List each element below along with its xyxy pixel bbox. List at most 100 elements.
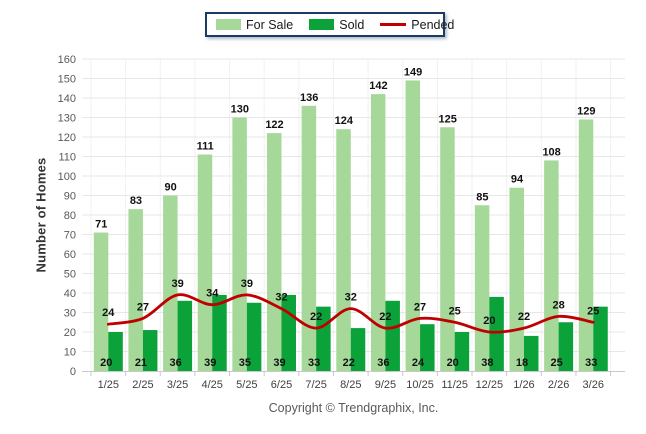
pended-line — [106, 293, 595, 334]
sold-bar — [489, 296, 504, 371]
for-sale-bar — [405, 80, 421, 371]
pended-value-label: 25 — [587, 305, 599, 317]
sold-value-label: 20 — [100, 357, 112, 369]
sold-value-label: 24 — [412, 357, 425, 369]
for-sale-bar — [128, 209, 143, 371]
x-tick-label: 3/25 — [167, 379, 188, 391]
sold-bar — [454, 332, 470, 371]
x-tick-label: 2/26 — [548, 379, 569, 391]
pended-value-label: 22 — [518, 311, 530, 323]
for-sale-value-label: 108 — [542, 146, 560, 158]
x-tick-label: 6/25 — [271, 379, 292, 391]
pended-value-label: 24 — [102, 307, 115, 319]
x-tick-label: 9/25 — [375, 379, 396, 391]
sold-bar — [558, 322, 574, 371]
sold-value-label: 25 — [550, 357, 562, 369]
sold-value-label: 39 — [204, 357, 216, 369]
sold-value-label: 35 — [239, 357, 251, 369]
legend-label-for-sale: For Sale — [246, 17, 294, 32]
y-tick-label: 140 — [58, 93, 76, 105]
for-sale-value-label: 94 — [511, 174, 524, 186]
x-tick-label: 8/25 — [340, 379, 361, 391]
sold-value-label: 38 — [481, 357, 493, 369]
sold-bar — [593, 306, 608, 371]
for-sale-value-label: 85 — [476, 191, 488, 203]
pended-value-label: 22 — [379, 311, 391, 323]
sold-value-label: 36 — [377, 357, 389, 369]
y-tick-label: 150 — [58, 74, 76, 86]
for-sale-bar — [232, 117, 247, 371]
for-sale-value-label: 90 — [164, 182, 176, 194]
sold-bar — [350, 328, 366, 371]
pended-value-label: 32 — [345, 292, 357, 304]
y-tick-label: 40 — [64, 288, 76, 300]
copyright-text: Copyright © Trendgraphix, Inc. — [268, 401, 439, 415]
x-tick-label: 2/25 — [132, 379, 153, 391]
for-sale-value-label: 149 — [404, 66, 422, 78]
x-tick-label: 4/25 — [202, 379, 223, 391]
for-sale-bar — [197, 154, 213, 371]
x-tick-label: 3/26 — [583, 379, 604, 391]
sold-value-label: 21 — [135, 357, 147, 369]
pended-value-label: 25 — [449, 305, 461, 317]
y-tick-label: 160 — [58, 54, 76, 66]
for-sale-value-label: 122 — [265, 119, 283, 131]
sold-value-label: 33 — [585, 357, 597, 369]
for-sale-value-label: 136 — [300, 92, 318, 104]
sold-bar — [108, 332, 123, 371]
for-sale-value-label: 129 — [577, 105, 595, 117]
sold-legend-swatch — [309, 19, 335, 30]
for-sale-legend-swatch — [216, 19, 241, 30]
for-sale-bar — [544, 160, 559, 371]
y-tick-label: 110 — [58, 152, 76, 164]
sold-value-label: 20 — [447, 357, 459, 369]
pended-value-label: 34 — [206, 288, 219, 300]
legend-label-sold: Sold — [339, 17, 365, 32]
sold-bar — [385, 300, 400, 371]
x-tick-label: 1/25 — [98, 379, 119, 391]
sold-value-label: 22 — [343, 357, 355, 369]
for-sale-bar — [370, 94, 386, 371]
for-sale-bar — [163, 195, 178, 371]
y-tick-label: 0 — [70, 366, 76, 378]
pended-value-label: 39 — [241, 278, 253, 290]
legend-label-pended: Pended — [411, 17, 455, 32]
for-sale-bar — [336, 129, 351, 371]
pended-value-label: 20 — [483, 315, 495, 327]
for-sale-value-label: 111 — [197, 141, 214, 153]
for-sale-value-label: 125 — [439, 113, 457, 125]
sold-bar — [177, 300, 193, 371]
pended-value-label: 28 — [552, 299, 564, 311]
for-sale-bar — [474, 205, 490, 371]
for-sale-value-label: 142 — [369, 80, 387, 92]
sold-bar — [142, 330, 158, 371]
x-tick-label: 10/25 — [406, 379, 434, 391]
sold-bar — [246, 302, 262, 371]
for-sale-bar — [440, 127, 455, 371]
y-tick-label: 10 — [64, 347, 76, 359]
y-tick-label: 20 — [64, 327, 76, 339]
x-tick-label: 7/25 — [305, 379, 326, 391]
sold-value-label: 39 — [273, 357, 285, 369]
y-tick-label: 80 — [64, 210, 76, 222]
y-tick-label: 70 — [64, 230, 76, 242]
sold-bar — [420, 324, 435, 371]
for-sale-bar — [93, 232, 109, 371]
for-sale-value-label: 83 — [130, 195, 142, 207]
for-sale-bar — [267, 133, 282, 371]
for-sale-value-label: 71 — [95, 219, 107, 231]
for-sale-bar — [301, 105, 317, 372]
x-tick-label: 12/25 — [476, 379, 504, 391]
sold-value-label: 33 — [308, 357, 320, 369]
pended-value-label: 22 — [310, 311, 322, 323]
x-tick-label: 5/25 — [236, 379, 257, 391]
sold-value-label: 36 — [169, 357, 181, 369]
for-sale-bar — [578, 119, 594, 371]
y-tick-label: 50 — [64, 269, 76, 281]
pended-value-label: 27 — [137, 301, 149, 313]
pended-value-label: 32 — [275, 292, 287, 304]
pended-value-label: 27 — [414, 301, 426, 313]
for-sale-value-label: 124 — [335, 115, 354, 127]
